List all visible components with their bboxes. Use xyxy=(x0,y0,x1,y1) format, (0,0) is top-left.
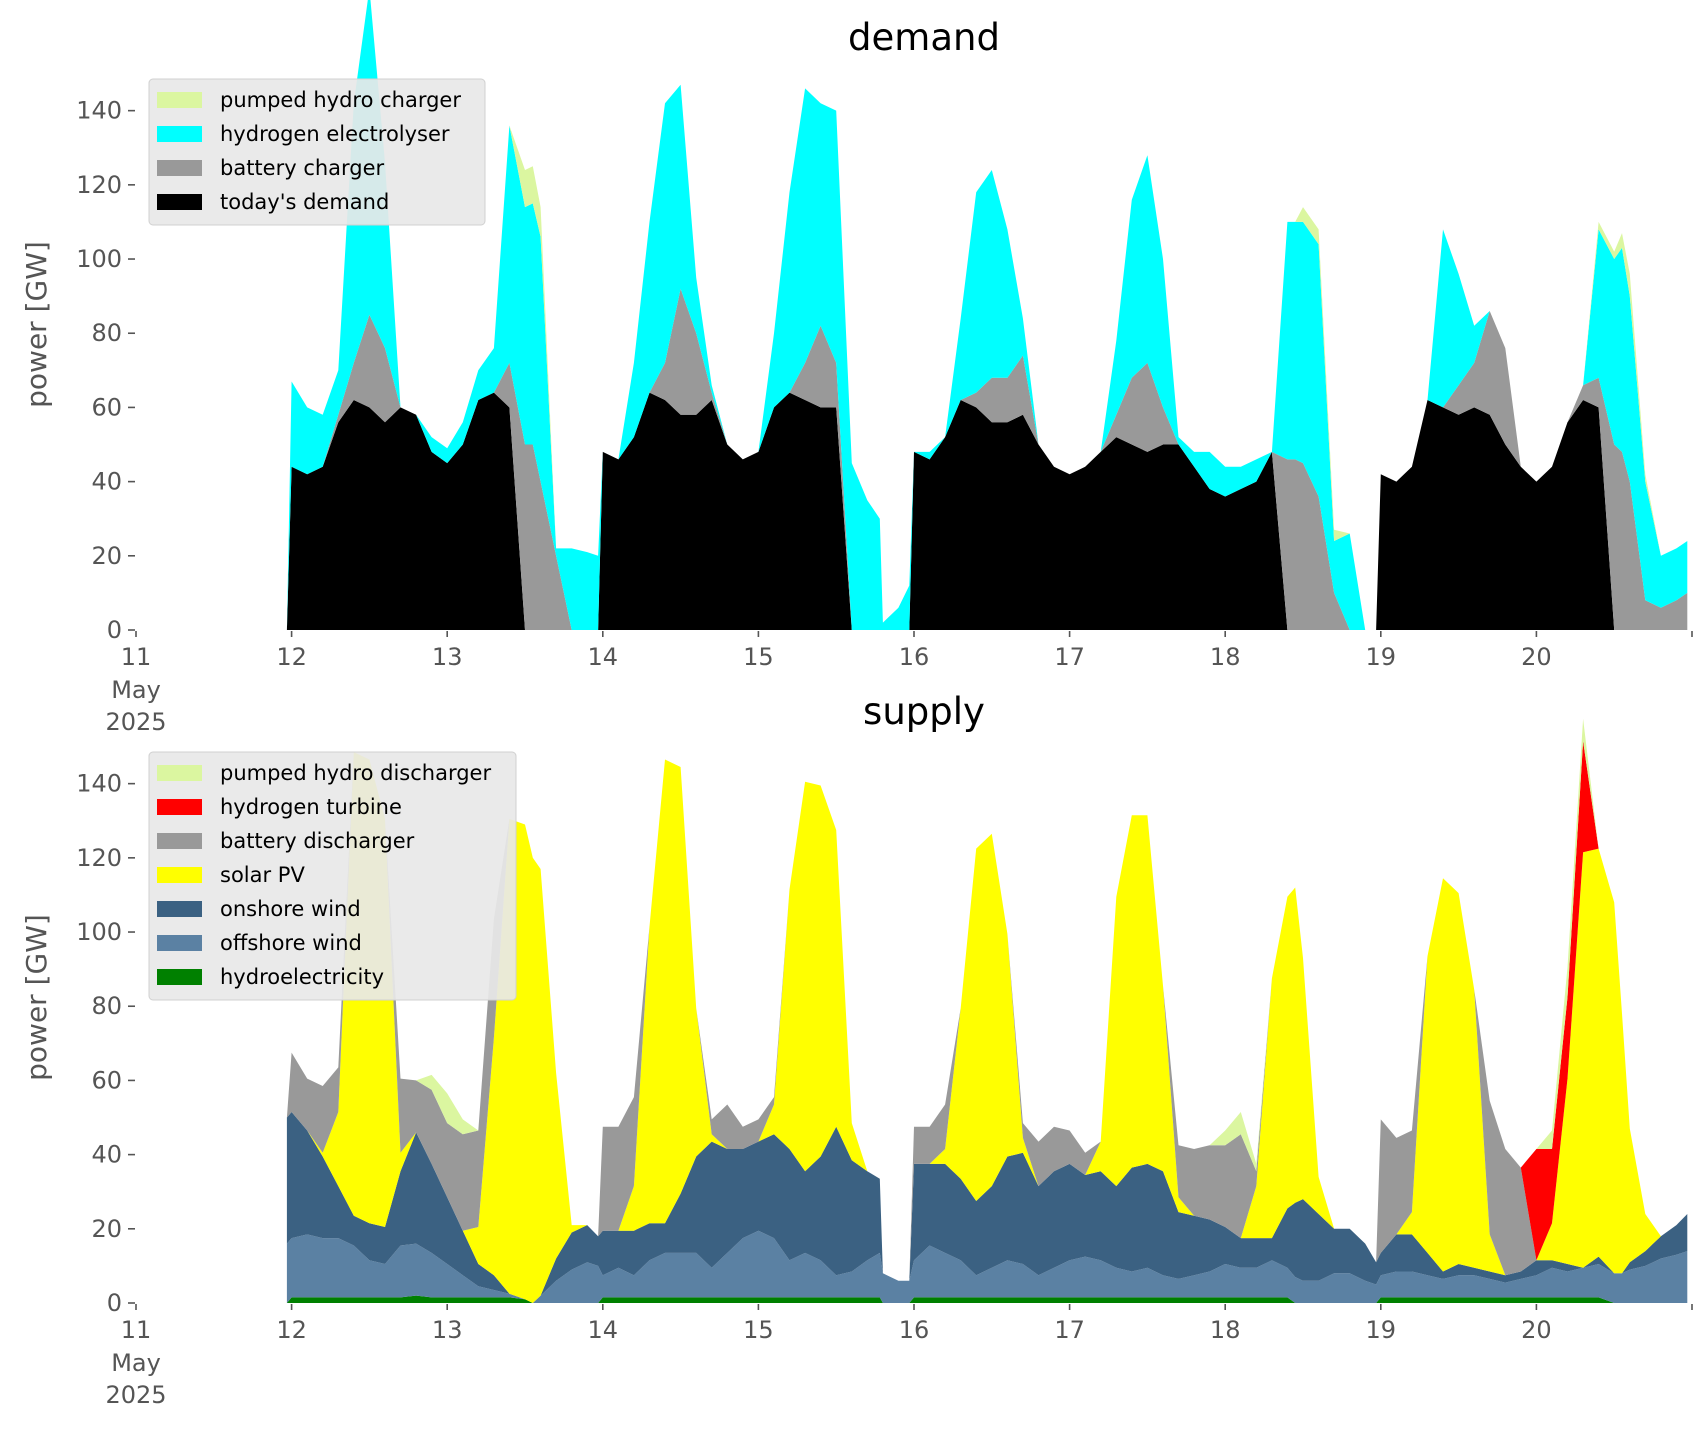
y-tick-label: 140 xyxy=(76,770,122,798)
y-tick-label: 0 xyxy=(107,616,122,644)
legend-swatch-solar-pv xyxy=(157,867,202,883)
legend-label-battery-charger: battery charger xyxy=(220,156,385,180)
x-tick-label: 16 xyxy=(899,643,930,671)
x-tick-sublabel: May xyxy=(111,676,161,704)
legend-label-solar-pv: solar PV xyxy=(220,863,305,887)
legend-swatch-hydroelectricity xyxy=(157,969,202,985)
legend-box xyxy=(148,78,486,226)
x-tick-label: 16 xyxy=(899,1316,930,1344)
y-tick-label: 0 xyxy=(107,1289,122,1317)
x-tick-label: 14 xyxy=(588,643,619,671)
area-today-s-demand xyxy=(286,392,1688,630)
y-tick-label: 80 xyxy=(91,319,122,347)
legend: pumped hydro charger hydrogen electrolyse… xyxy=(148,78,486,226)
x-tick-label: 20 xyxy=(1521,1316,1552,1344)
y-tick-label: 40 xyxy=(91,468,122,496)
x-tick-label: 20 xyxy=(1521,643,1552,671)
x-tick-label: 14 xyxy=(588,1316,619,1344)
legend-label-pumped-hydro-charger: pumped hydro charger xyxy=(220,88,461,112)
area-hydrogen-turbine xyxy=(286,741,1688,1281)
legend-swatch-battery-charger xyxy=(157,160,202,176)
area-hydrogen-electrolyser xyxy=(286,0,1688,630)
legend-swatch-hydrogen-electrolyser xyxy=(157,126,202,142)
legend-swatch-battery-discharger xyxy=(157,833,202,849)
chart-title: demand xyxy=(848,16,1000,59)
x-tick-label: 19 xyxy=(1366,1316,1397,1344)
area-solar-pv xyxy=(286,752,1688,1303)
y-tick-label: 120 xyxy=(76,171,122,199)
x-tick-label: 12 xyxy=(276,643,307,671)
stacked-areas xyxy=(286,718,1688,1303)
x-tick-sublabel: May xyxy=(111,1349,161,1377)
y-tick-label: 40 xyxy=(91,1141,122,1169)
legend-label-onshore-wind: onshore wind xyxy=(220,897,361,921)
legend-label-offshore-wind: offshore wind xyxy=(220,931,362,955)
x-tick-label: 17 xyxy=(1054,1316,1085,1344)
x-tick-label: 17 xyxy=(1054,643,1085,671)
legend-label-hydroelectricity: hydroelectricity xyxy=(220,965,384,989)
chart-supply: supply power [GW] 0 20 40 60 80 100 120 140 11 May 2… xyxy=(20,690,1693,1409)
y-tick-label: 60 xyxy=(91,393,122,421)
y-tick-label: 120 xyxy=(76,844,122,872)
y-tick-label: 20 xyxy=(91,1215,122,1243)
legend-box xyxy=(148,751,517,1001)
legend-label-hydrogen-turbine: hydrogen turbine xyxy=(220,795,402,819)
x-tick-sublabel: 2025 xyxy=(105,1381,166,1409)
y-tick-label: 100 xyxy=(76,918,122,946)
legend-label-battery-discharger: battery discharger xyxy=(220,829,415,853)
area-onshore-wind xyxy=(286,1112,1688,1303)
y-tick-label: 20 xyxy=(91,542,122,570)
x-tick-label: 18 xyxy=(1210,643,1241,671)
legend-swatch-offshore-wind xyxy=(157,935,202,951)
legend-label-today-s-demand: today's demand xyxy=(220,190,389,214)
area-offshore-wind xyxy=(286,1230,1688,1303)
y-axis-label: power [GW] xyxy=(20,914,53,1081)
chart-demand: demand power [GW] 0 20 40 60 80 100 120 140 11 May 2… xyxy=(20,0,1693,736)
y-tick-label: 100 xyxy=(76,245,122,273)
legend-swatch-onshore-wind xyxy=(157,901,202,917)
x-tick-label: 18 xyxy=(1210,1316,1241,1344)
chart-title: supply xyxy=(863,690,985,733)
legend-swatch-pumped-hydro-discharger xyxy=(157,765,202,781)
x-tick-label: 11 xyxy=(121,1316,152,1344)
x-tick-sublabel: 2025 xyxy=(105,708,166,736)
legend: pumped hydro discharger hydrogen turbine b… xyxy=(148,751,517,1001)
y-tick-label: 60 xyxy=(91,1066,122,1094)
x-tick-label: 12 xyxy=(276,1316,307,1344)
legend-label-pumped-hydro-discharger: pumped hydro discharger xyxy=(220,761,491,785)
legend-swatch-hydrogen-turbine xyxy=(157,799,202,815)
legend-swatch-pumped-hydro-charger xyxy=(157,92,202,108)
legend-swatch-today-s-demand xyxy=(157,194,202,210)
x-tick-label: 13 xyxy=(432,643,463,671)
x-tick-label: 19 xyxy=(1366,643,1397,671)
x-tick-label: 15 xyxy=(743,1316,774,1344)
x-tick-label: 13 xyxy=(432,1316,463,1344)
y-axis-label: power [GW] xyxy=(20,241,53,408)
area-hydroelectricity xyxy=(286,1295,1688,1303)
x-tick-label: 15 xyxy=(743,643,774,671)
legend-label-hydrogen-electrolyser: hydrogen electrolyser xyxy=(220,122,450,146)
y-tick-label: 80 xyxy=(91,992,122,1020)
x-tick-label: 11 xyxy=(121,643,152,671)
y-tick-label: 140 xyxy=(76,97,122,125)
stacked-areas xyxy=(286,0,1688,630)
